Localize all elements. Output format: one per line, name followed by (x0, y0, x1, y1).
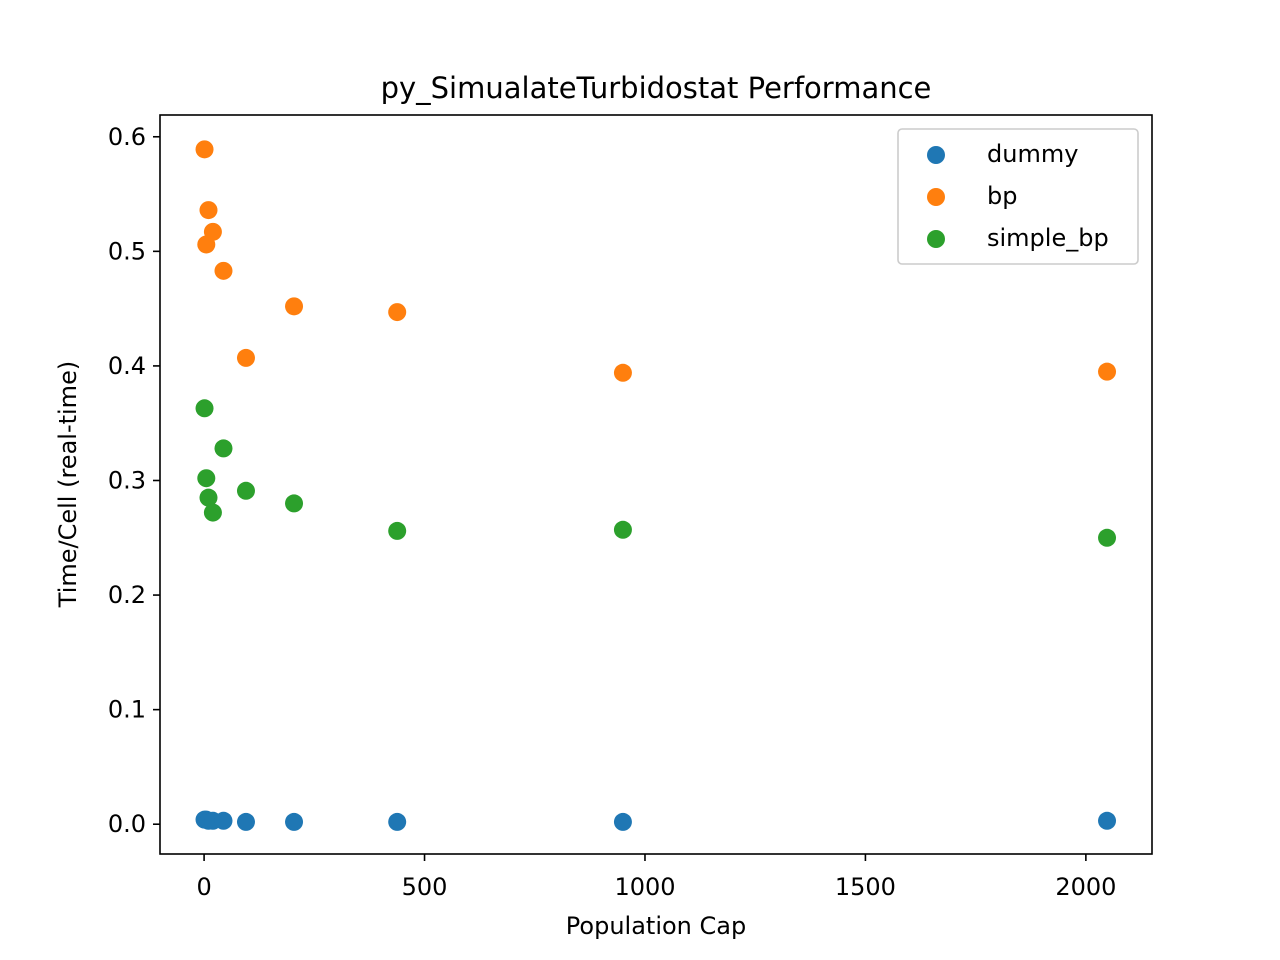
data-point (613, 363, 632, 382)
data-point (1098, 811, 1117, 830)
data-point (285, 494, 304, 513)
data-point (1098, 528, 1117, 547)
plot-frame (159, 114, 1153, 855)
series-dummy (195, 810, 1117, 831)
data-point (285, 297, 304, 316)
data-point (1098, 362, 1117, 381)
data-point (199, 201, 218, 220)
data-point (236, 812, 255, 831)
data-point (203, 222, 222, 241)
data-point (197, 469, 216, 488)
data-point (236, 348, 255, 367)
legend-box (897, 128, 1139, 265)
series-simple-bp (195, 399, 1117, 547)
data-point (199, 488, 218, 507)
x-tick-label: 0 (196, 873, 211, 901)
y-tick-label: 0.1 (108, 696, 146, 724)
legend-marker (927, 146, 945, 164)
data-point (214, 811, 233, 830)
data-point (285, 812, 304, 831)
y-tick-label: 0.4 (108, 352, 146, 380)
data-point (388, 303, 407, 322)
x-axis-title: Population Cap (566, 912, 746, 940)
x-axis: 0 500 1000 1500 2000 (196, 854, 1116, 901)
x-tick-label: 1500 (835, 873, 896, 901)
y-tick-label: 0.3 (108, 466, 146, 494)
legend-label: simple_bp (987, 224, 1109, 252)
x-tick-label: 500 (402, 873, 448, 901)
data-point (195, 399, 214, 418)
y-tick-label: 0.5 (108, 237, 146, 265)
x-tick-label: 1000 (614, 873, 675, 901)
series-bp (195, 140, 1117, 382)
plot-marks (195, 140, 1117, 831)
y-axis-title: Time/Cell (real-time) (54, 361, 82, 608)
y-tick-label: 0.6 (108, 123, 146, 151)
legend-marker (927, 230, 945, 248)
data-point (613, 520, 632, 539)
data-point (388, 521, 407, 540)
legend-marker (927, 188, 945, 206)
x-tick-label: 2000 (1055, 873, 1116, 901)
data-point (388, 812, 407, 831)
data-point (203, 503, 222, 522)
data-point (214, 439, 233, 458)
data-point (214, 261, 233, 280)
y-tick-label: 0.0 (108, 810, 146, 838)
y-tick-label: 0.2 (108, 581, 146, 609)
legend-label: bp (987, 182, 1017, 210)
data-point (613, 812, 632, 831)
legend-label: dummy (987, 140, 1078, 168)
data-point (195, 140, 214, 159)
data-point (236, 481, 255, 500)
y-axis: 0.0 0.1 0.2 0.3 0.4 0.5 0.6 (108, 123, 160, 838)
legend: dummy bp simple_bp (897, 128, 1139, 265)
chart-title: py_SimualateTurbidostat Performance (381, 71, 932, 105)
